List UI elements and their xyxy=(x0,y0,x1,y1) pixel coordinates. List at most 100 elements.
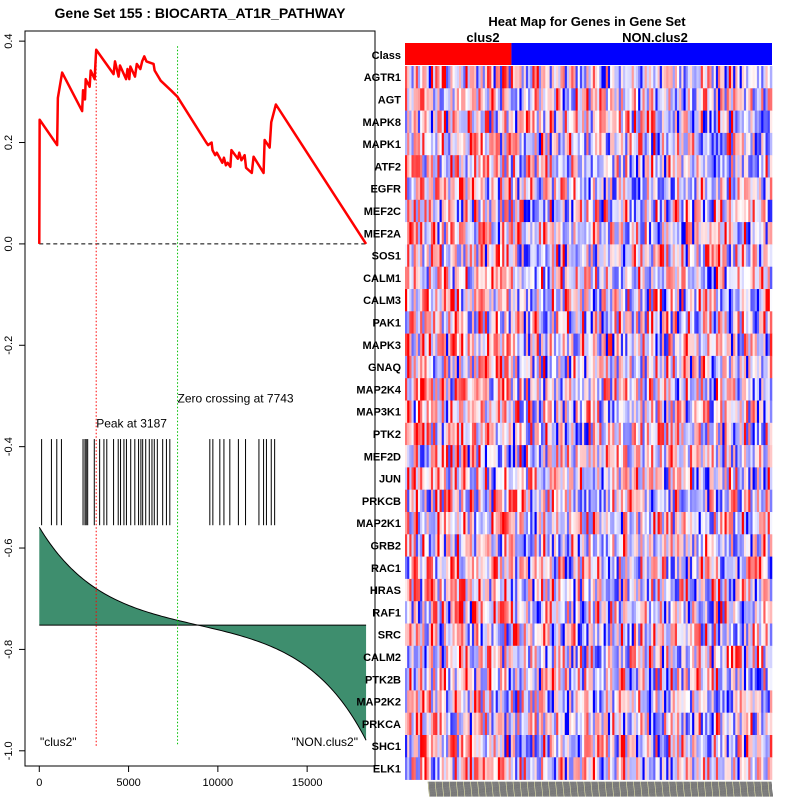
heatmap-cell xyxy=(584,155,587,178)
heatmap-cell xyxy=(705,556,708,580)
heatmap-cell xyxy=(504,289,507,312)
heatmap-cell xyxy=(733,467,736,490)
heatmap-cell xyxy=(635,623,639,647)
heatmap-cell xyxy=(545,199,548,223)
heatmap-cell xyxy=(638,222,641,245)
heatmap-cell xyxy=(549,311,553,334)
heatmap-cell xyxy=(763,132,766,156)
heatmap-cell xyxy=(726,88,730,111)
heatmap-cell xyxy=(670,601,673,624)
heatmap-cell xyxy=(756,556,760,580)
heatmap-cell xyxy=(450,177,453,201)
heatmap-cell xyxy=(584,422,587,446)
heatmap-cell xyxy=(420,645,423,669)
heatmap-cell xyxy=(405,556,408,580)
heatmap-cell xyxy=(538,445,542,468)
heatmap-cell xyxy=(424,88,427,111)
heatmap-cell xyxy=(696,355,699,379)
heatmap-cell xyxy=(411,489,414,513)
heatmap-cell xyxy=(743,311,747,334)
heatmap-cell xyxy=(435,222,438,245)
heatmap-cell xyxy=(480,311,484,334)
heatmap-cell xyxy=(635,489,639,513)
heatmap-cell xyxy=(707,645,710,669)
heatmap-cell xyxy=(616,66,620,89)
heatmap-cell xyxy=(564,355,568,379)
heatmap-cell xyxy=(493,534,496,557)
heatmap-cell xyxy=(625,355,628,379)
heatmap-cell xyxy=(616,110,620,134)
heatmap-cell xyxy=(674,155,678,178)
heatmap-cell xyxy=(644,333,648,357)
heatmap-cell xyxy=(603,578,607,602)
heatmap-cell xyxy=(633,311,637,334)
heatmap-cell xyxy=(417,400,421,424)
heatmap-cell xyxy=(683,132,686,156)
heatmap-cell xyxy=(525,489,529,513)
heatmap-cell xyxy=(700,556,704,580)
heatmap-cell xyxy=(558,244,561,267)
heatmap-cell xyxy=(536,88,540,111)
heatmap-cell xyxy=(465,601,468,624)
heatmap-cell xyxy=(541,355,544,379)
heatmap-cell xyxy=(735,400,738,424)
heatmap-cell xyxy=(536,534,540,557)
heatmap-cell xyxy=(566,177,570,201)
heatmap-cell xyxy=(465,266,468,290)
heatmap-cell xyxy=(536,333,540,357)
heatmap-cell xyxy=(478,266,481,290)
heatmap-cell xyxy=(737,289,740,312)
heatmap-cell xyxy=(515,623,518,647)
heatmap-cell xyxy=(696,378,699,401)
heatmap-cell xyxy=(499,199,503,223)
heatmap-cell xyxy=(592,489,596,513)
heatmap-cell xyxy=(430,578,434,602)
heatmap-cell xyxy=(422,155,425,178)
heatmap-cell xyxy=(603,289,607,312)
heatmap-cell xyxy=(748,132,751,156)
heatmap-cell xyxy=(411,512,414,535)
heatmap-cell xyxy=(629,222,632,245)
heatmap-cell xyxy=(769,400,773,424)
heatmap-cell xyxy=(413,578,417,602)
heatmap-cell xyxy=(739,623,743,647)
heatmap-cell xyxy=(694,266,697,290)
heatmap-cell xyxy=(411,378,414,401)
heatmap-cell xyxy=(422,645,425,669)
heatmap-cell xyxy=(456,66,460,89)
heatmap-cell xyxy=(728,311,732,334)
heatmap-cell xyxy=(482,155,486,178)
heatmap-cell xyxy=(750,623,753,647)
heatmap-cell xyxy=(420,668,423,691)
heatmap-cell xyxy=(689,378,693,401)
heatmap-cell xyxy=(646,266,650,290)
heatmap-cell xyxy=(592,378,596,401)
heatmap-cell xyxy=(456,311,460,334)
heatmap-cell xyxy=(664,623,667,647)
heatmap-cell xyxy=(571,177,574,201)
heatmap-cell xyxy=(707,110,710,134)
heatmap-cell xyxy=(767,556,771,580)
heatmap-cell xyxy=(566,355,570,379)
heatmap-cell xyxy=(506,199,509,223)
heatmap-cell xyxy=(422,244,425,267)
heatmap-cell xyxy=(767,422,771,446)
heatmap-cell xyxy=(629,355,632,379)
heatmap-cell xyxy=(642,512,645,535)
heatmap-cell xyxy=(534,489,537,513)
heatmap-cell xyxy=(424,623,427,647)
heatmap-cell xyxy=(420,355,423,379)
heatmap-cell xyxy=(446,601,449,624)
heatmap-cell xyxy=(739,467,743,490)
heatmap-cell xyxy=(528,623,531,647)
heatmap-cell xyxy=(443,66,447,89)
heatmap-cell xyxy=(635,199,639,223)
heatmap-cell xyxy=(575,467,579,490)
heatmap-cell xyxy=(605,690,609,713)
heatmap-cell xyxy=(458,422,462,446)
heatmap-cell xyxy=(737,222,740,245)
heatmap-cell xyxy=(493,244,496,267)
heatmap-cell xyxy=(506,155,509,178)
heatmap-cell xyxy=(420,422,423,446)
heatmap-cell xyxy=(474,489,477,513)
